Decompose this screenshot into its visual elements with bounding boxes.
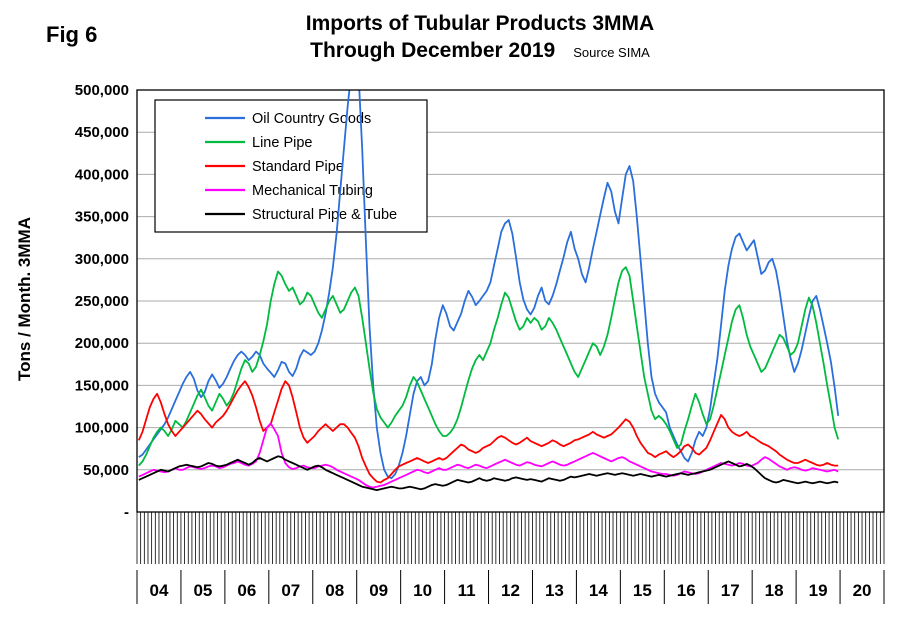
x-year-label: 19: [809, 581, 828, 600]
series-line: [137, 380, 839, 484]
y-tick-label: 50,000: [83, 462, 129, 479]
legend-label: Line Pipe: [252, 135, 312, 151]
legend-label: Standard Pipe: [252, 159, 344, 175]
legend-label: Mechanical Tubing: [252, 183, 373, 199]
y-tick-label: 200,000: [75, 335, 129, 352]
chart-title-line1: Imports of Tubular Products 3MMA: [305, 12, 655, 35]
x-year-label: 13: [545, 581, 564, 600]
source-label: Source SIMA: [573, 45, 650, 61]
x-year-label: 18: [765, 581, 784, 600]
chart-title-block: Imports of Tubular Products 3MMA Through…: [150, 10, 810, 65]
y-tick-label: 450,000: [75, 124, 129, 141]
y-tick-label: 300,000: [75, 251, 129, 268]
y-tick-label: -: [124, 504, 129, 521]
x-year-label: 16: [677, 581, 696, 600]
legend-label: Structural Pipe & Tube: [252, 207, 397, 223]
x-year-label: 12: [501, 581, 520, 600]
x-year-label: 15: [633, 581, 652, 600]
series-line: [138, 90, 840, 480]
x-year-label: 09: [369, 581, 388, 600]
x-year-label: 07: [281, 581, 300, 600]
chart-title-line2-row: Through December 2019 Source SIMA: [150, 37, 810, 64]
x-year-label: 14: [589, 581, 608, 600]
figure-number-label: Fig 6: [46, 22, 98, 47]
x-year-label: 05: [193, 581, 212, 600]
legend-label: Oil Country Goods: [252, 111, 371, 127]
x-year-label: 10: [413, 581, 432, 600]
y-tick-label: 400,000: [75, 166, 129, 183]
y-tick-label: 350,000: [75, 209, 129, 226]
y-tick-label: 150,000: [75, 377, 129, 394]
x-year-label: 17: [721, 581, 740, 600]
series-line: [138, 266, 840, 467]
x-year-label: 06: [237, 581, 256, 600]
y-tick-label: 100,000: [75, 420, 129, 437]
chart-title-line2: Through December 2019: [310, 39, 556, 63]
x-year-label: 08: [325, 581, 344, 600]
x-year-label: 11: [458, 581, 476, 600]
x-year-label: 04: [150, 581, 169, 600]
x-year-label: 20: [853, 581, 872, 600]
series-line: [138, 455, 839, 492]
legend-box: [154, 99, 428, 233]
series-line: [138, 422, 839, 489]
y-tick-label: 250,000: [75, 293, 129, 310]
y-tick-label: 500,000: [75, 82, 129, 99]
